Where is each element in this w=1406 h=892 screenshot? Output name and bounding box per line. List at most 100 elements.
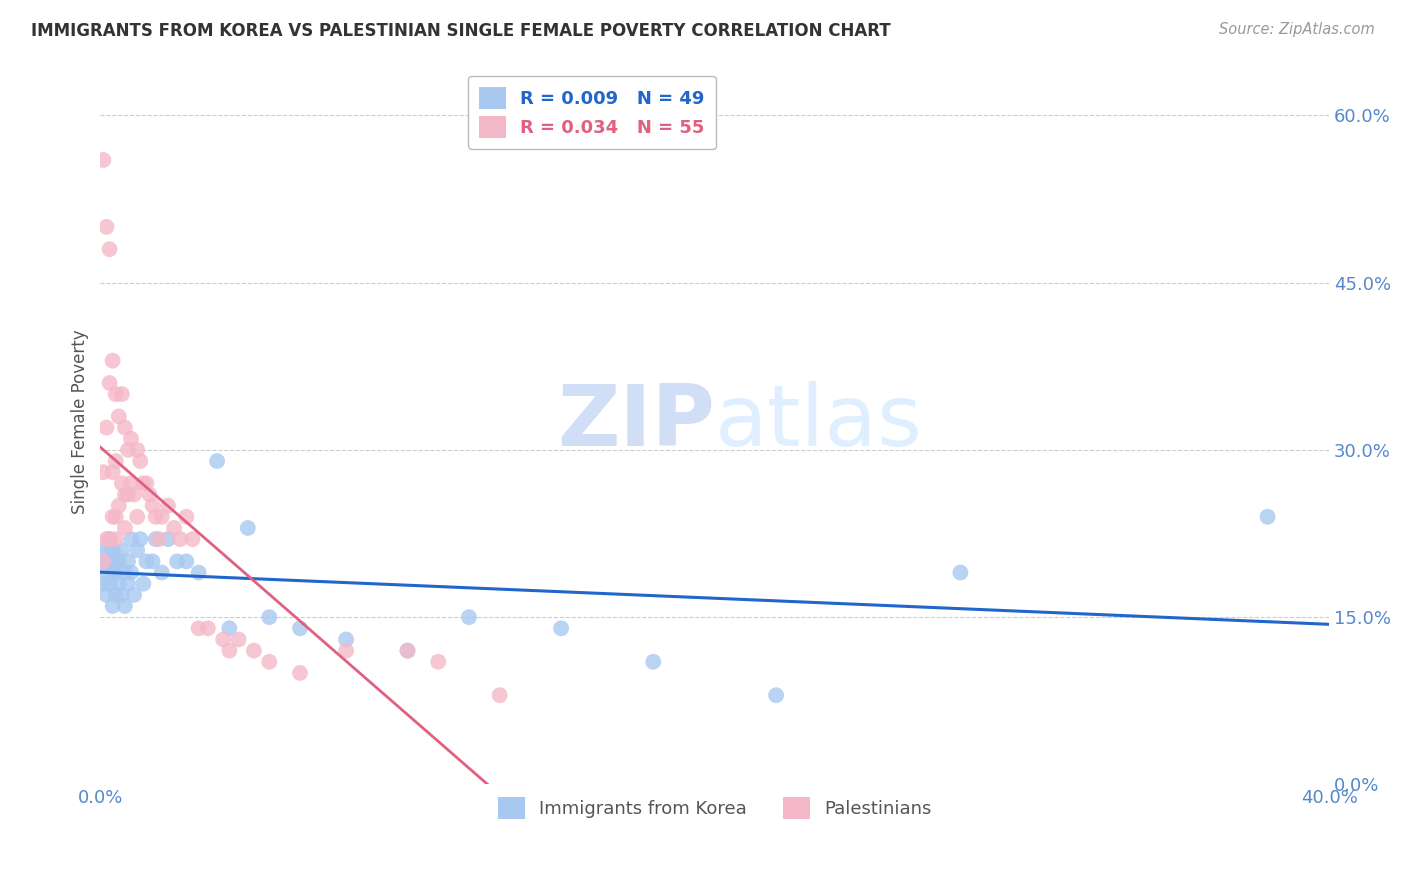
Point [120,476,142,491]
Point [458,610,481,624]
Point [166,554,188,568]
Point [114,566,136,580]
Point [643,655,665,669]
Point [96,532,118,546]
Point [765,688,787,702]
Point [104,454,127,468]
Text: Source: ZipAtlas.com: Source: ZipAtlas.com [1219,22,1375,37]
Point [111,588,134,602]
Point [101,566,124,580]
Point [98,532,121,546]
Point [127,509,149,524]
Point [98,554,121,568]
Point [104,509,127,524]
Point [98,532,121,546]
Point [127,442,149,457]
Point [98,576,121,591]
Text: ZIP: ZIP [557,381,714,464]
Point [96,588,118,602]
Point [205,454,228,468]
Point [101,353,124,368]
Point [1257,509,1279,524]
Point [114,521,136,535]
Point [228,632,250,647]
Point [150,566,173,580]
Point [101,465,124,479]
Point [197,621,219,635]
Point [101,599,124,613]
Point [212,632,235,647]
Point [138,487,160,501]
Point [142,554,165,568]
Point [111,387,134,401]
Point [218,621,240,635]
Point [107,499,129,513]
Point [120,432,142,446]
Point [187,566,209,580]
Point [335,643,357,657]
Point [259,655,281,669]
Point [90,554,112,568]
Point [156,532,179,546]
Point [187,621,209,635]
Point [243,643,266,657]
Point [96,219,118,234]
Text: IMMIGRANTS FROM KOREA VS PALESTINIAN SINGLE FEMALE POVERTY CORRELATION CHART: IMMIGRANTS FROM KOREA VS PALESTINIAN SIN… [31,22,890,40]
Point [96,543,118,558]
Point [96,420,118,434]
Point [132,576,155,591]
Point [218,643,240,657]
Point [114,599,136,613]
Point [117,576,139,591]
Point [142,499,165,513]
Point [114,487,136,501]
Point [427,655,450,669]
Point [550,621,572,635]
Text: atlas: atlas [714,381,922,464]
Point [114,420,136,434]
Point [96,566,118,580]
Point [111,543,134,558]
Point [107,576,129,591]
Point [120,532,142,546]
Point [117,487,139,501]
Point [127,543,149,558]
Point [93,153,115,167]
Point [122,487,145,501]
Point [129,532,152,546]
Point [129,454,152,468]
Point [145,509,167,524]
Point [107,554,129,568]
Point [101,543,124,558]
Point [288,665,311,680]
Y-axis label: Single Female Poverty: Single Female Poverty [72,330,89,515]
Point [132,476,155,491]
Legend: Immigrants from Korea, Palestinians: Immigrants from Korea, Palestinians [491,789,939,826]
Point [93,554,115,568]
Point [135,554,157,568]
Point [163,521,186,535]
Point [111,476,134,491]
Point [150,509,173,524]
Point [949,566,972,580]
Point [335,632,357,647]
Point [148,532,170,546]
Point [259,610,281,624]
Point [120,566,142,580]
Point [169,532,191,546]
Point [98,376,121,390]
Point [135,476,157,491]
Point [288,621,311,635]
Point [176,554,198,568]
Point [396,643,419,657]
Point [122,588,145,602]
Point [93,576,115,591]
Point [104,532,127,546]
Point [107,409,129,424]
Point [117,554,139,568]
Point [145,532,167,546]
Point [117,442,139,457]
Point [104,554,127,568]
Point [98,242,121,256]
Point [488,688,510,702]
